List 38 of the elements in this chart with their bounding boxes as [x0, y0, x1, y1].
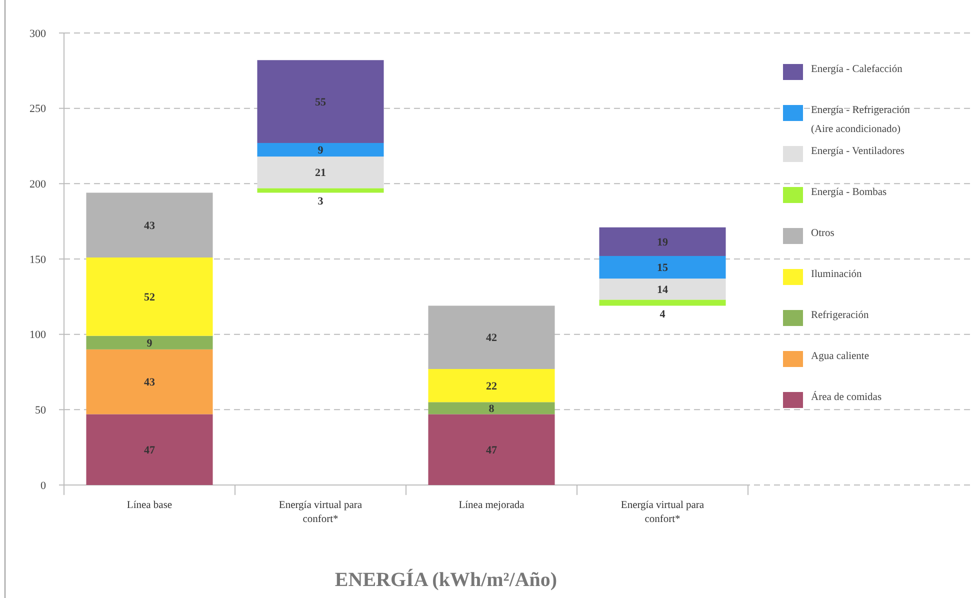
y-tick-label: 0	[40, 480, 46, 492]
legend-label: Energía - Refrigeración (Aire acondicionado)	[811, 105, 911, 135]
legend-label: Energía - Calefacción	[811, 64, 904, 75]
data-label: 3	[318, 196, 324, 208]
legend-label: Energía - Bombas	[811, 187, 887, 198]
text: ENERGÍA (kWh/m²/Año)	[334, 568, 558, 591]
x-tick-label: Línea mejorada	[458, 500, 525, 511]
data-label: 43	[144, 220, 156, 232]
data-label: 15	[657, 262, 668, 274]
y-tick-label: 250	[30, 103, 46, 116]
data-label: 9	[146, 337, 153, 350]
data-label: 52	[144, 292, 156, 304]
legend-label: Iluminación	[811, 269, 862, 280]
x-tick-label: Energía virtual para confort*	[278, 500, 362, 525]
data-label: 19	[657, 236, 668, 249]
legend-label: Refrigeración	[811, 310, 870, 321]
data-label: 47	[144, 444, 156, 456]
x-tick-label: Energía virtual para confort*	[620, 500, 704, 525]
data-label: 22	[486, 380, 498, 392]
data-label: 8	[488, 403, 495, 416]
y-tick-label: 150	[30, 254, 46, 266]
data-label: 43	[144, 376, 156, 389]
data-label: 14	[657, 284, 668, 296]
data-label: 21	[315, 167, 326, 180]
legend-label: Energía - Ventiladores	[811, 146, 905, 157]
y-tick-label: 100	[30, 329, 46, 342]
y-tick-label: 300	[30, 28, 46, 40]
data-label: 42	[486, 332, 498, 344]
data-label: 55	[315, 96, 326, 108]
legend-label: Área de comidas	[811, 390, 882, 403]
legend-label: Otros	[811, 228, 834, 239]
data-label: 9	[318, 144, 324, 157]
data-label: 47	[486, 444, 498, 456]
data-label: 4	[660, 308, 666, 321]
y-tick-label: 50	[35, 404, 46, 417]
y-tick-label: 200	[30, 178, 46, 191]
legend-label: Agua caliente	[811, 351, 870, 362]
x-tick-label: Línea base	[126, 500, 172, 511]
